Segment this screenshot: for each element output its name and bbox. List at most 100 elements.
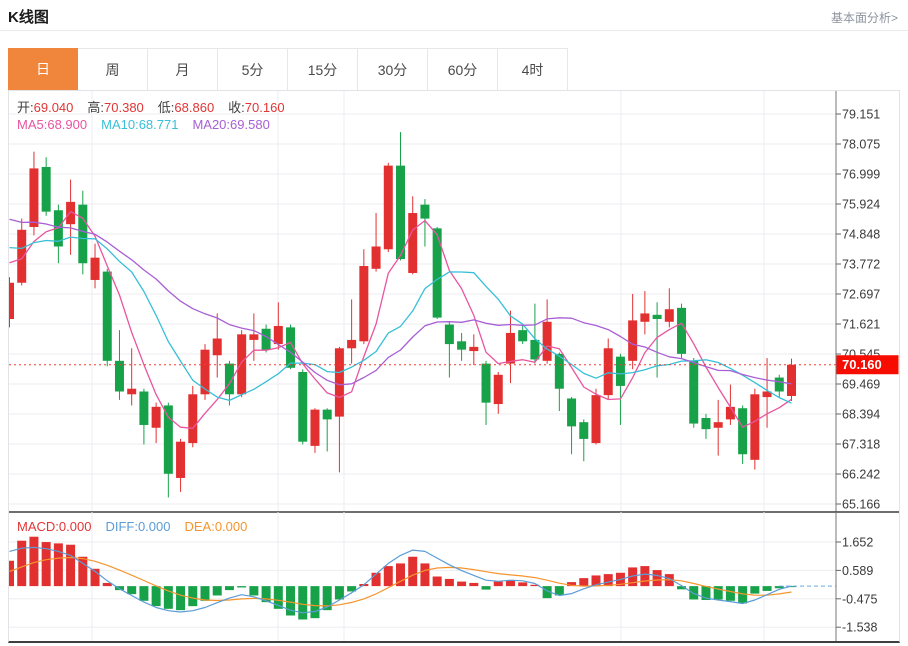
candle — [78, 204, 88, 264]
macd-hist-bar — [713, 586, 723, 600]
macd-hist-bar — [176, 586, 186, 611]
candle — [713, 422, 723, 428]
candle — [689, 360, 699, 424]
candle — [249, 334, 259, 340]
macd-hist-bar — [640, 566, 650, 587]
candle — [774, 377, 784, 392]
candle — [750, 394, 760, 460]
chart-container: 79.151 78.075 76.999 75.924 74.848 73.772 72.6… — [8, 90, 900, 643]
macd-hist-bar — [603, 574, 613, 587]
tab-日[interactable]: 日 — [8, 48, 78, 90]
macd-hist-bar — [677, 586, 687, 590]
ma10-line — [9, 236, 792, 404]
candle — [677, 307, 687, 354]
macd-hist-bar — [310, 586, 320, 619]
macd-hist-bar — [139, 586, 149, 601]
tab-周[interactable]: 周 — [78, 48, 148, 90]
y-axis-label: 66.242 — [842, 467, 880, 481]
macd-hist-bar — [66, 544, 76, 587]
y-axis-label: -0.475 — [842, 592, 877, 606]
tab-30分[interactable]: 30分 — [358, 48, 428, 90]
candle — [567, 398, 577, 427]
y-axis-label: 71.621 — [842, 317, 880, 331]
candle — [139, 391, 149, 425]
candle — [286, 327, 296, 368]
last-price-badge-text: 70.160 — [842, 357, 882, 372]
fundamental-analysis-link[interactable]: 基本面分析> — [830, 11, 898, 25]
macd-hist-bar — [701, 586, 711, 601]
macd-hist-bar — [298, 586, 308, 620]
macd-hist-bar — [200, 586, 210, 601]
candle — [701, 417, 711, 430]
y-axis-label: -1.538 — [842, 621, 877, 635]
candle — [725, 406, 735, 420]
macd-hist-bar — [102, 582, 112, 587]
macd-hist-bar — [725, 586, 735, 601]
y-axis-label: 79.151 — [842, 108, 880, 122]
candle — [383, 165, 393, 250]
macd-hist-bar — [17, 540, 27, 587]
candle — [493, 374, 503, 405]
y-axis-label: 65.166 — [842, 498, 880, 512]
macd-hist-bar — [420, 563, 430, 587]
candle — [359, 266, 369, 342]
candle — [762, 391, 772, 398]
candle — [542, 321, 552, 361]
candle — [163, 405, 173, 474]
candle — [432, 228, 442, 318]
macd-chart[interactable]: 1.652 0.589 -0.475 -1.538 — [9, 512, 899, 642]
macd-hist-bar — [738, 586, 748, 604]
candle — [481, 363, 491, 403]
candle — [90, 257, 100, 280]
macd-hist-bar — [127, 586, 137, 595]
ma5-line — [9, 210, 792, 429]
candle — [29, 168, 39, 227]
macd-hist-bar — [628, 567, 638, 587]
y-axis-label: 75.924 — [842, 197, 880, 211]
y-axis-label: 78.075 — [842, 138, 880, 152]
candle — [640, 313, 650, 322]
tab-5分[interactable]: 5分 — [218, 48, 288, 90]
candle — [457, 341, 467, 350]
ma20-line — [9, 218, 792, 386]
macd-hist-bar — [188, 586, 198, 607]
tab-15分[interactable]: 15分 — [288, 48, 358, 90]
y-axis-label: 74.848 — [842, 227, 880, 241]
tab-4时[interactable]: 4时 — [498, 48, 568, 90]
macd-hist-bar — [432, 576, 442, 587]
macd-hist-bar — [505, 580, 515, 587]
candle — [17, 229, 27, 283]
macd-hist-bar — [41, 542, 51, 587]
candle — [41, 167, 51, 212]
y-axis-label: 67.318 — [842, 437, 880, 451]
macd-hist-bar — [774, 586, 784, 589]
macd-hist-bar — [261, 586, 271, 603]
macd-hist-bar — [469, 582, 479, 587]
macd-hist-bar — [237, 586, 247, 588]
tab-月[interactable]: 月 — [148, 48, 218, 90]
candle — [530, 339, 540, 360]
tab-bar: 日周月 5分 15分 30分 60分 4时 — [8, 48, 568, 90]
candle — [224, 363, 234, 395]
y-axis-label: 68.394 — [842, 407, 880, 421]
macd-hist-bar — [567, 582, 577, 587]
macd-hist-bar — [249, 586, 259, 596]
macd-hist-bar — [750, 586, 760, 594]
candle — [151, 406, 161, 428]
candle — [408, 213, 418, 273]
candle — [310, 409, 320, 446]
candle — [334, 348, 344, 417]
candle — [396, 165, 405, 260]
macd-hist-bar — [151, 586, 161, 607]
tab-60分[interactable]: 60分 — [428, 48, 498, 90]
macd-hist-bar — [554, 586, 564, 596]
candle — [469, 346, 479, 352]
candle — [554, 353, 564, 389]
page-title: K线图 — [8, 9, 49, 26]
candle — [652, 314, 662, 319]
candle — [347, 339, 357, 349]
candle — [505, 332, 515, 364]
macd-hist-bar — [163, 586, 173, 609]
macd-hist-bar — [542, 586, 552, 599]
candlestick-chart[interactable]: 79.151 78.075 76.999 75.924 74.848 73.772 72.6… — [9, 91, 899, 513]
